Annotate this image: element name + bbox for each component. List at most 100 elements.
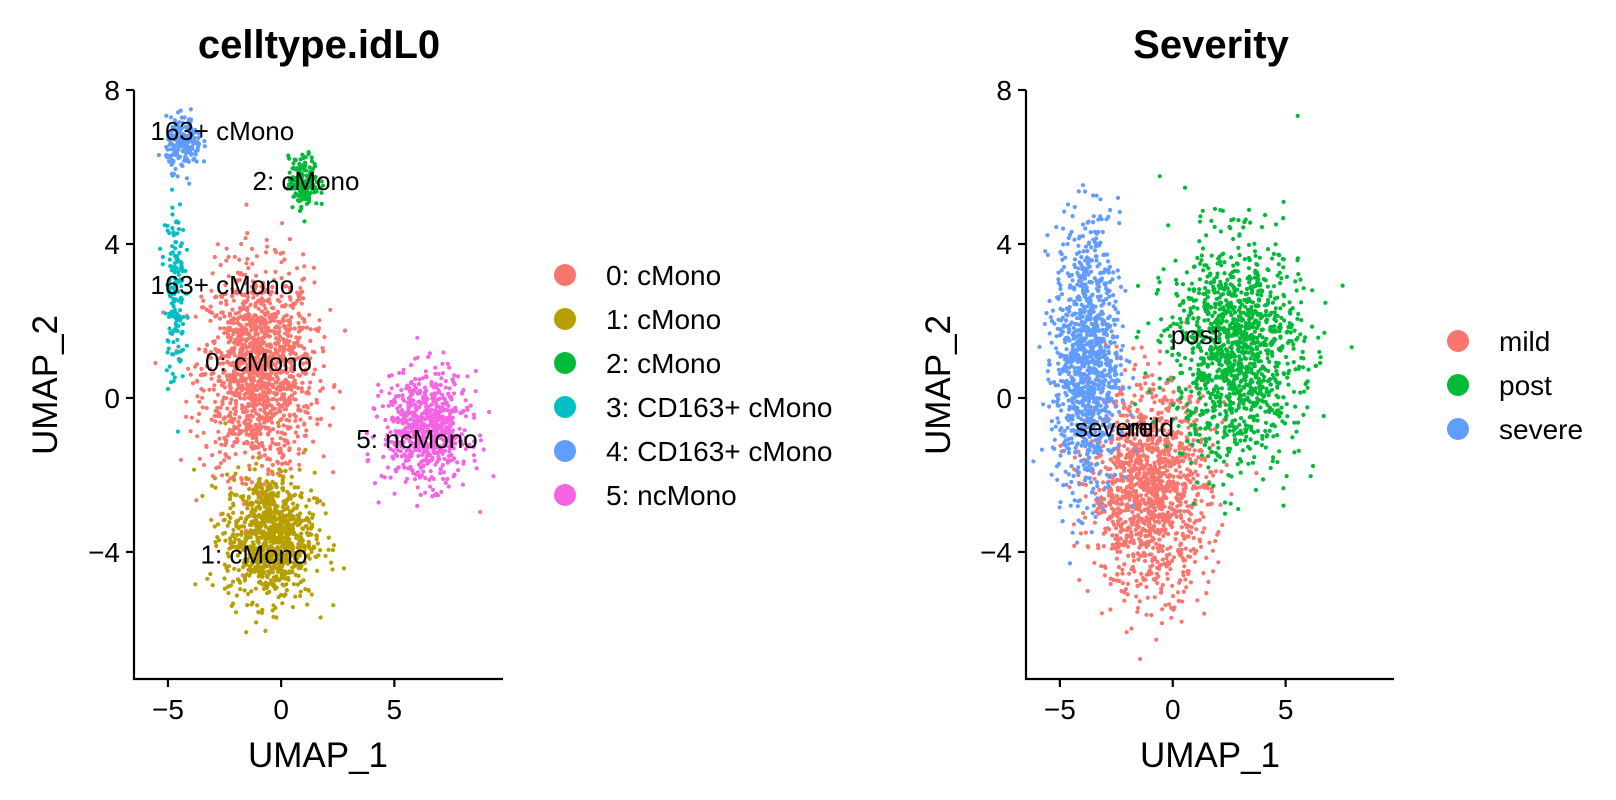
- data-point: [1126, 545, 1130, 549]
- data-point: [1207, 541, 1211, 545]
- data-point: [245, 572, 249, 576]
- data-point: [1100, 611, 1104, 615]
- data-point: [255, 483, 259, 487]
- data-point: [173, 167, 177, 171]
- data-point: [1122, 469, 1126, 473]
- data-point: [268, 447, 272, 451]
- data-point: [236, 465, 240, 469]
- data-point: [1159, 461, 1163, 465]
- data-point: [219, 443, 223, 447]
- data-point: [1165, 398, 1169, 402]
- data-point: [1139, 398, 1143, 402]
- data-point: [1094, 456, 1098, 460]
- data-point: [259, 432, 263, 436]
- data-point: [1165, 469, 1169, 473]
- data-point: [179, 163, 183, 167]
- data-point: [329, 561, 333, 565]
- data-point: [212, 383, 216, 387]
- data-point: [464, 414, 468, 418]
- data-point: [245, 506, 249, 510]
- data-point: [1178, 447, 1182, 451]
- data-point: [292, 380, 296, 384]
- data-point: [236, 341, 240, 345]
- data-point: [216, 242, 220, 246]
- data-point: [1165, 547, 1169, 551]
- data-point: [447, 484, 451, 488]
- data-point: [1123, 368, 1127, 372]
- data-point: [175, 338, 179, 342]
- data-point: [309, 488, 313, 492]
- data-point: [1192, 536, 1196, 540]
- data-point: [1204, 591, 1208, 595]
- data-point: [1219, 470, 1223, 474]
- data-point: [176, 174, 180, 178]
- data-point: [253, 401, 257, 405]
- data-point: [248, 394, 252, 398]
- data-point: [328, 308, 332, 312]
- data-point: [307, 197, 311, 201]
- data-point: [1103, 573, 1107, 577]
- data-point: [308, 416, 312, 420]
- data-point: [404, 455, 408, 459]
- data-point: [1122, 590, 1126, 594]
- data-point: [219, 311, 223, 315]
- data-point: [1169, 501, 1173, 505]
- data-point: [1138, 504, 1142, 508]
- data-point: [417, 382, 421, 386]
- data-point: [1181, 482, 1185, 486]
- data-point: [1155, 572, 1159, 576]
- data-point: [1198, 518, 1202, 522]
- data-point: [433, 366, 437, 370]
- data-point: [1118, 530, 1122, 534]
- data-point: [307, 498, 311, 502]
- data-point: [1225, 463, 1229, 467]
- data-point: [1086, 545, 1090, 549]
- data-point: [1162, 513, 1166, 517]
- data-point: [1149, 504, 1153, 508]
- data-point: [302, 405, 306, 409]
- data-point: [1084, 531, 1088, 535]
- data-point: [307, 152, 311, 156]
- data-point: [1216, 390, 1220, 394]
- data-point: [209, 518, 213, 522]
- data-point: [277, 512, 281, 516]
- data-point: [271, 427, 275, 431]
- data-point: [278, 473, 282, 477]
- data-point: [265, 245, 269, 249]
- data-point: [1140, 394, 1144, 398]
- data-point: [322, 335, 326, 339]
- data-point: [223, 587, 227, 591]
- data-point: [373, 481, 377, 485]
- data-point: [424, 369, 428, 373]
- data-point: [1137, 531, 1141, 535]
- data-point: [1143, 381, 1147, 385]
- data-point: [281, 486, 285, 490]
- data-point: [211, 583, 215, 587]
- x-tick-label: −5: [152, 694, 184, 725]
- data-point: [1196, 473, 1200, 477]
- data-point: [265, 330, 269, 334]
- data-point: [1135, 458, 1139, 462]
- data-point: [1102, 544, 1106, 548]
- data-point: [254, 620, 258, 624]
- data-point: [231, 444, 235, 448]
- data-point: [283, 592, 287, 596]
- data-point: [305, 531, 309, 535]
- data-point: [1195, 598, 1199, 602]
- data-point: [264, 383, 268, 387]
- data-point: [210, 453, 214, 457]
- data-point: [1210, 490, 1214, 494]
- data-point: [293, 595, 297, 599]
- data-point: [201, 305, 205, 309]
- data-point: [239, 242, 243, 246]
- data-point: [298, 594, 302, 598]
- data-point: [165, 368, 169, 372]
- data-point: [1213, 539, 1217, 543]
- data-point: [437, 390, 441, 394]
- panel-1-y-axis-title: UMAP_2: [26, 315, 65, 455]
- data-point: [416, 485, 420, 489]
- data-point: [327, 536, 331, 540]
- data-point: [387, 374, 391, 378]
- data-point: [262, 587, 266, 591]
- data-point: [234, 405, 238, 409]
